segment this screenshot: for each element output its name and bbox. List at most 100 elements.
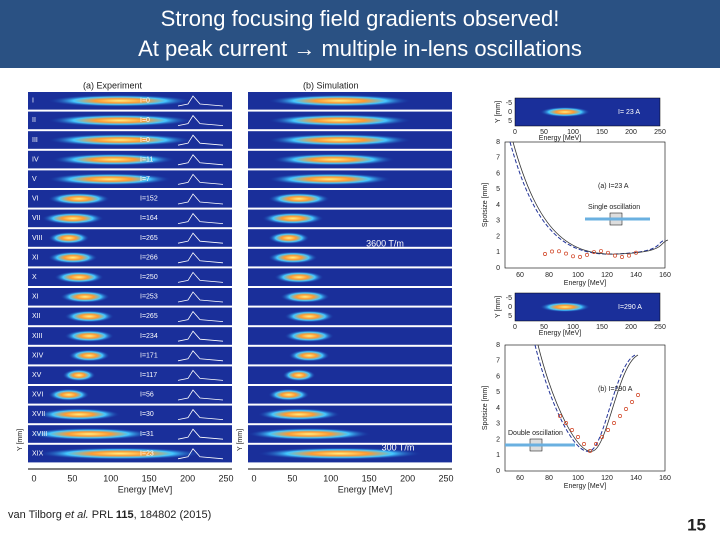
y-axis-label: Spotsize [mm] bbox=[482, 386, 489, 430]
y-tick-label: 5 bbox=[508, 313, 512, 320]
row-profile bbox=[177, 193, 224, 205]
y-tick-label: 1 bbox=[496, 452, 500, 459]
panel-label: (a) Experiment bbox=[83, 80, 143, 90]
x-tick-label: 140 bbox=[630, 475, 642, 482]
beam-spot bbox=[268, 251, 318, 264]
y-tick-label: 7 bbox=[496, 155, 500, 162]
image-strip bbox=[248, 327, 452, 345]
measurement bbox=[634, 250, 638, 255]
annotation: 3600 T/m bbox=[366, 238, 404, 248]
measurement bbox=[627, 253, 631, 258]
x-tick-label: 200 bbox=[180, 473, 195, 483]
beam-spot bbox=[64, 330, 114, 342]
x-axis-label: Energy [MeV] bbox=[564, 483, 606, 490]
y-axis-label: Y [mm] bbox=[237, 429, 244, 451]
beam-spot bbox=[268, 94, 412, 107]
row-current: I=0 bbox=[140, 98, 150, 105]
row-current: I=265 bbox=[140, 235, 158, 242]
row-profile bbox=[177, 428, 224, 440]
row-current: I=7 bbox=[140, 176, 150, 183]
x-tick-label: 80 bbox=[545, 475, 553, 482]
row-current: I=31 bbox=[140, 431, 154, 438]
row-current: I=266 bbox=[140, 254, 158, 261]
row-id: IV bbox=[32, 156, 39, 163]
measurement bbox=[585, 252, 589, 257]
x-axis-label: Energy [MeV] bbox=[118, 484, 173, 494]
row-profile bbox=[177, 350, 224, 362]
citation-volume: 115 bbox=[116, 509, 134, 521]
row-profile bbox=[177, 271, 224, 283]
row-id: I bbox=[32, 98, 34, 105]
x-tick-label: 250 bbox=[654, 129, 666, 136]
beam-spot bbox=[62, 369, 96, 382]
row-id: V bbox=[32, 176, 37, 183]
row-current: I=0 bbox=[140, 137, 150, 144]
beam-spot bbox=[284, 330, 334, 342]
measurement bbox=[599, 249, 603, 253]
row-current: I=23 bbox=[140, 450, 154, 457]
title-bar bbox=[0, 0, 720, 68]
row-id: XIX bbox=[32, 450, 44, 457]
row-current: I=253 bbox=[140, 294, 158, 301]
inset-label: I= 23 A bbox=[618, 109, 640, 116]
y-tick-label: -5 bbox=[506, 295, 512, 302]
beam-spot bbox=[268, 173, 391, 186]
beam-spot bbox=[54, 271, 104, 284]
y-tick-label: 6 bbox=[496, 170, 500, 177]
row-id: VIII bbox=[32, 235, 43, 242]
x-tick-label: 150 bbox=[596, 324, 608, 331]
x-axis-label: Energy [MeV] bbox=[539, 135, 581, 142]
image-strip bbox=[248, 288, 452, 306]
measurement bbox=[578, 254, 582, 259]
y-tick-label: 8 bbox=[496, 342, 500, 349]
plot-label: (a) I=23 A bbox=[598, 183, 629, 190]
row-current: I=234 bbox=[140, 333, 158, 340]
y-tick-label: 7 bbox=[496, 358, 500, 365]
x-tick-label: 200 bbox=[625, 129, 637, 136]
y-tick-label: 2 bbox=[496, 233, 500, 240]
beam-spot bbox=[268, 134, 412, 146]
row-profile bbox=[177, 232, 224, 244]
image-strip bbox=[28, 307, 232, 326]
beam-spot bbox=[48, 114, 192, 127]
beam-spot bbox=[60, 290, 110, 303]
beam-spot bbox=[268, 388, 310, 401]
row-current: I=30 bbox=[140, 411, 154, 418]
beam-spot bbox=[48, 232, 90, 244]
beam-spot bbox=[248, 428, 371, 440]
citation-pages: , 184802 (2015) bbox=[134, 509, 212, 521]
image-strip bbox=[248, 366, 452, 384]
y-tick-label: 4 bbox=[496, 405, 500, 412]
y-tick-label: 5 bbox=[496, 186, 500, 193]
x-tick-label: 100 bbox=[572, 475, 584, 482]
measurement bbox=[558, 414, 562, 418]
beam-spot bbox=[262, 212, 324, 225]
x-tick-label: 50 bbox=[67, 473, 77, 483]
plot-label: (b) I=290 A bbox=[598, 386, 633, 393]
row-id: XI bbox=[32, 254, 39, 261]
row-id: XII bbox=[32, 313, 41, 320]
row-id: X bbox=[32, 274, 37, 281]
x-tick-label: 200 bbox=[400, 473, 415, 483]
beam-spot bbox=[282, 369, 316, 382]
model-curve bbox=[512, 141, 669, 255]
row-profile bbox=[177, 173, 224, 185]
x-tick-label: 160 bbox=[659, 475, 671, 482]
x-tick-label: 120 bbox=[601, 272, 613, 279]
y-axis-label: Y [mm] bbox=[17, 429, 24, 451]
row-id: XVII bbox=[32, 411, 45, 418]
row-id: II bbox=[32, 117, 36, 124]
row-profile bbox=[177, 212, 224, 224]
measurement bbox=[612, 421, 616, 425]
x-tick-label: 50 bbox=[540, 324, 548, 331]
row-id: VI bbox=[32, 196, 39, 203]
row-profile bbox=[177, 95, 224, 107]
title: At peak current → multiple in-lens oscil… bbox=[138, 36, 582, 61]
row-id: XIV bbox=[32, 352, 44, 359]
x-tick-label: 0 bbox=[251, 473, 256, 483]
image-strip bbox=[28, 346, 232, 365]
x-tick-label: 150 bbox=[596, 129, 608, 136]
image-strip bbox=[28, 366, 232, 384]
y-axis-label: Y [mm] bbox=[495, 101, 502, 123]
measurement bbox=[606, 428, 610, 432]
